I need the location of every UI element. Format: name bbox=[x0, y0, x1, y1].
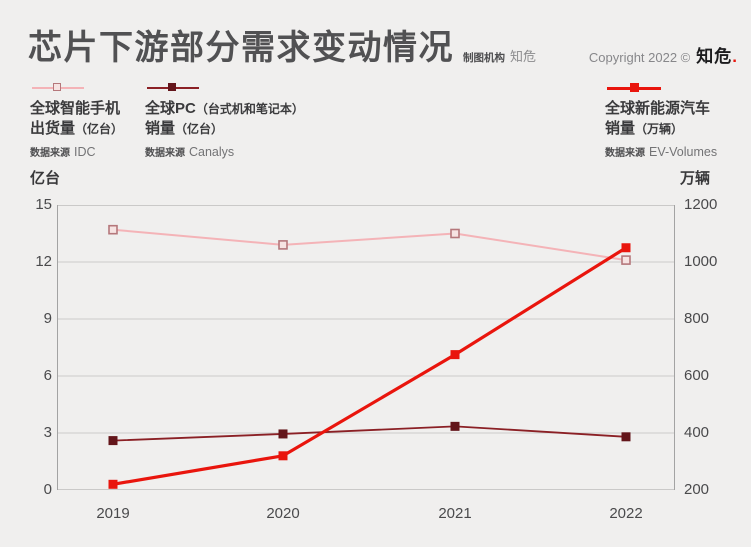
legend-item-ev: 全球新能源汽车 销量（万辆） 数据来源 EV-Volumes bbox=[605, 83, 745, 161]
legend-title: 全球新能源汽车 bbox=[605, 100, 711, 117]
copyright-text: Copyright 2022 © bbox=[588, 50, 691, 65]
y-axis-tick-right: 1200 bbox=[684, 196, 718, 213]
legend-source: 数据来源 Canalys bbox=[145, 145, 235, 159]
legend-swatch-ev bbox=[605, 83, 745, 92]
legend-title-line2: 销量（万辆） bbox=[605, 120, 684, 137]
brand-logo: 知危 bbox=[696, 47, 733, 66]
legend-swatch-smartphone bbox=[30, 83, 220, 92]
y-axis-tick-right: 600 bbox=[684, 367, 710, 384]
legend-swatch-pc bbox=[145, 83, 405, 92]
credit-label: 制图机构 bbox=[463, 52, 505, 64]
legend-title: 全球PC（台式机和笔记本） bbox=[145, 100, 304, 117]
x-axis-tick-2019: 2019 bbox=[96, 505, 130, 522]
x-axis-tick-2022: 2022 bbox=[609, 505, 643, 522]
x-axis-tick-2020: 2020 bbox=[266, 505, 300, 522]
legend-title: 全球智能手机 bbox=[30, 100, 121, 117]
legend-source: 数据来源 IDC bbox=[30, 145, 96, 159]
line-chart bbox=[57, 204, 675, 491]
y-axis-tick-left: 3 bbox=[43, 424, 52, 441]
y-axis-tick-left: 6 bbox=[43, 367, 52, 384]
right-axis-unit-label: 万辆 bbox=[680, 170, 711, 187]
y-axis-tick-left: 15 bbox=[35, 196, 52, 213]
y-axis-tick-right: 800 bbox=[684, 310, 710, 327]
brand-logo-dot: . bbox=[732, 47, 737, 66]
plot-area bbox=[57, 204, 675, 491]
legend-item-pc: 全球PC（台式机和笔记本） 销量（亿台） 数据来源 Canalys bbox=[145, 83, 405, 161]
filled-square-marker-icon bbox=[168, 83, 176, 91]
x-axis-tick-2021: 2021 bbox=[438, 505, 472, 522]
filled-square-marker-icon bbox=[630, 83, 639, 92]
y-axis-tick-right: 400 bbox=[684, 424, 710, 441]
legend-item-smartphone: 全球智能手机 出货量（亿台） 数据来源 IDC bbox=[30, 83, 220, 161]
y-axis-tick-left: 9 bbox=[43, 310, 52, 327]
credit-value: 知危 bbox=[510, 49, 537, 64]
legend-source: 数据来源 EV-Volumes bbox=[605, 145, 718, 159]
y-axis-tick-left: 12 bbox=[35, 253, 52, 270]
hollow-square-marker-icon bbox=[53, 83, 61, 91]
legend-title-line2: 出货量（亿台） bbox=[30, 120, 124, 137]
y-axis-tick-left: 0 bbox=[43, 481, 52, 498]
y-axis-tick-right: 200 bbox=[684, 481, 710, 498]
copyright: Copyright 2022 © 知危 . bbox=[589, 42, 737, 67]
y-axis-tick-right: 1000 bbox=[684, 253, 718, 270]
chart-credit: 制图机构 知危 bbox=[463, 46, 536, 66]
left-axis-unit-label: 亿台 bbox=[30, 170, 61, 187]
legend-title-line2: 销量（亿台） bbox=[145, 120, 224, 137]
page-title: 芯片下游部分需求变动情况 bbox=[28, 29, 454, 67]
